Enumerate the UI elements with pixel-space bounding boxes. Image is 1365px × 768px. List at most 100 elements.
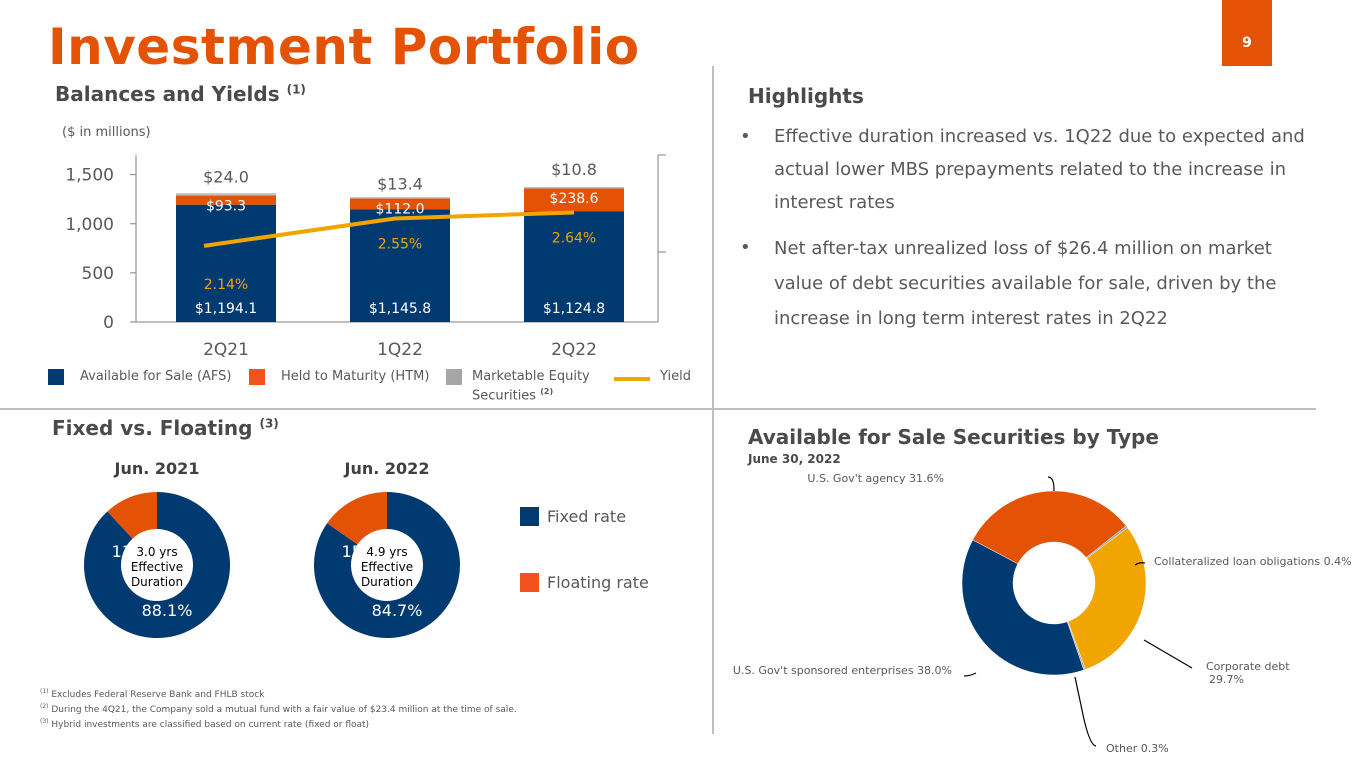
leader-line <box>1134 562 1146 566</box>
donut-chart-jun-2021: Jun. 2021 11.9% 88.1% 3.0 yrsEffectiveDurat… <box>83 459 230 638</box>
donut-title: Jun. 2022 <box>344 459 430 478</box>
bar-htm <box>176 195 276 205</box>
legend-yield: Yield <box>614 369 691 384</box>
units-label: ($ in millions) <box>62 125 151 140</box>
leader-line <box>963 672 977 677</box>
highlight-item: • Effective duration increased vs. 1Q22 … <box>740 120 1310 219</box>
legend-afs-swatch <box>48 369 64 385</box>
legend-afs-label: Available for Sale (AFS) <box>80 369 232 384</box>
horizontal-divider-right <box>714 408 1316 410</box>
footnote-mark: (2) <box>40 703 49 710</box>
center-text: Duration <box>361 575 413 589</box>
x-tick-label: 2Q22 <box>551 340 597 360</box>
legend-equity-line1: Marketable Equity <box>472 369 590 384</box>
yield-label: 2.64% <box>552 230 596 246</box>
footnote-mark: (3) <box>40 718 49 725</box>
slice-label: Other 0.3% <box>1106 742 1169 755</box>
slice-label: U.S. Gov't agency 31.6% <box>807 472 944 485</box>
highlights-title: Highlights <box>748 84 864 108</box>
bullet-icon: • <box>740 237 751 258</box>
footnote: (1) Excludes Federal Reserve Bank and FH… <box>40 686 517 701</box>
slice-floating <box>327 492 387 545</box>
center-text: Duration <box>131 575 183 589</box>
highlights-list: • Effective duration increased vs. 1Q22 … <box>740 120 1310 348</box>
legend-yield-label: Yield <box>660 369 691 384</box>
bar-label-htm: $112.0 <box>376 201 425 217</box>
balances-title-note: (1) <box>286 82 306 97</box>
yield-line <box>203 210 575 248</box>
page-number-badge: 9 <box>1222 0 1272 66</box>
y-tick-label: 1,000 <box>65 215 114 235</box>
yield-label: 2.55% <box>378 236 422 252</box>
bar-equity <box>350 197 450 199</box>
footnotes: (1) Excludes Federal Reserve Bank and FH… <box>40 686 517 731</box>
bar-afs <box>350 209 450 322</box>
bar-htm <box>524 188 624 212</box>
bar-label-htm: $238.6 <box>550 191 599 207</box>
slice-corporate-debt <box>1067 527 1147 670</box>
legend-equity: Marketable Equity Securities (2) <box>446 369 590 403</box>
balances-section-title: Balances and Yields (1) <box>55 82 306 106</box>
legend-floating-swatch <box>520 573 539 592</box>
slice-value: 29.7% <box>1209 673 1244 686</box>
legend-afs: Available for Sale (AFS) <box>48 369 231 385</box>
x-tick-label: 2Q21 <box>203 340 249 360</box>
highlight-text: Effective duration increased vs. 1Q22 du… <box>774 126 1305 213</box>
legend-floating-rate: Floating rate <box>520 573 649 592</box>
legend-fixed-rate: Fixed rate <box>520 507 626 526</box>
y-tick-label: 500 <box>82 264 114 284</box>
y-tick-label: 1,500 <box>65 166 114 186</box>
y-tick-label: 0 <box>103 313 114 333</box>
slice-floating <box>107 492 157 539</box>
highlight-item: • Net after-tax unrealized loss of $26.4… <box>740 231 1310 336</box>
yield-label: 2.14% <box>204 277 248 293</box>
bar-label-afs: $1,145.8 <box>369 301 431 317</box>
horizontal-divider-left <box>0 408 712 410</box>
slice-label-floating: 11.9% <box>112 542 163 561</box>
highlight-text: Net after-tax unrealized loss of $26.4 m… <box>774 238 1277 329</box>
bar-label-equity: $24.0 <box>203 168 249 187</box>
legend-fixed-label: Fixed rate <box>547 507 627 526</box>
fixed-floating-title-text: Fixed vs. Floating <box>52 416 253 440</box>
bar-htm <box>350 198 450 210</box>
balances-title-text: Balances and Yields <box>55 82 280 106</box>
page-title: Investment Portfolio <box>48 18 640 76</box>
legend-htm-label: Held to Maturity (HTM) <box>281 369 430 384</box>
footnote: (3) Hybrid investments are classified ba… <box>40 716 517 731</box>
legend-equity-label: Marketable Equity Securities (2) <box>472 369 590 403</box>
donut-chart-jun-2022: Jun. 2022 15.3% 84.7% 4.9 yrsEffectiveDurat… <box>314 459 460 638</box>
fixed-floating-title-note: (3) <box>259 416 279 431</box>
slice-u-s-gov-t-sponsored-enterprises <box>961 539 1085 676</box>
center-text: Effective <box>131 560 183 574</box>
legend-equity-note: (2) <box>540 387 554 396</box>
bar-label-afs: $1,124.8 <box>543 301 605 317</box>
afs-by-type-donut-chart: U.S. Gov't agency 31.6% Collateralized lo… <box>733 472 1352 755</box>
legend-fixed-swatch <box>520 507 539 526</box>
leader-line <box>1074 676 1097 747</box>
bar-equity <box>524 187 624 189</box>
bullet-icon: • <box>740 126 751 147</box>
x-tick-label: 1Q22 <box>377 340 423 360</box>
balances-bar-chart: 0 500 1,000 1,500 $1,194.1 $93.3 $24.0 2Q21 2.14… <box>65 154 666 360</box>
footnote-mark: (1) <box>40 688 49 695</box>
slice-label-fixed: 84.7% <box>372 601 423 620</box>
footnote-text: During the 4Q21, the Company sold a mutu… <box>51 705 517 715</box>
slice-label: Collateralized loan obligations 0.4% <box>1154 555 1352 568</box>
legend-htm: Held to Maturity (HTM) <box>249 369 429 385</box>
center-text: Effective <box>361 560 413 574</box>
bar-label-equity: $13.4 <box>377 174 423 193</box>
center-text: 3.0 yrs <box>136 545 177 559</box>
footnote: (2) During the 4Q21, the Company sold a … <box>40 701 517 716</box>
fixed-floating-title: Fixed vs. Floating (3) <box>52 416 279 440</box>
footnote-text: Hybrid investments are classified based … <box>51 720 370 730</box>
leader-line <box>1143 639 1193 669</box>
legend-floating-label: Floating rate <box>547 573 649 592</box>
slice-label: U.S. Gov't sponsored enterprises 38.0% <box>733 664 952 677</box>
bar-equity <box>176 193 276 196</box>
slice-fixed <box>314 492 460 638</box>
bar-label-htm: $93.3 <box>206 199 246 215</box>
bar-label-afs: $1,194.1 <box>195 301 257 317</box>
legend-htm-swatch <box>249 369 265 385</box>
legend-equity-swatch <box>446 369 462 385</box>
bar-afs <box>524 211 624 322</box>
